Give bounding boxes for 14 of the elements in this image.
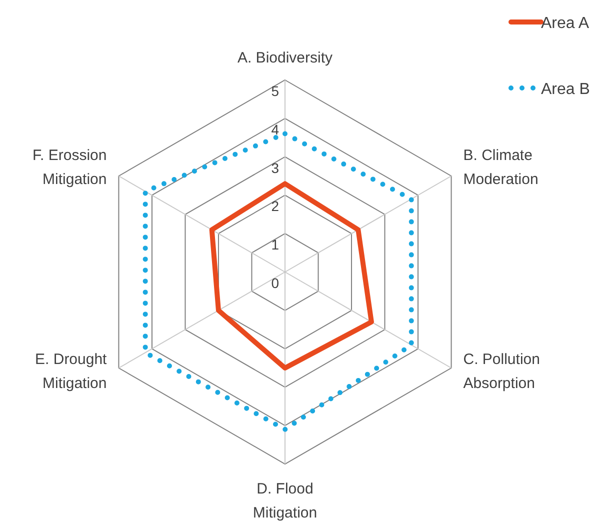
spoke-label: F. Erossion Mitigation xyxy=(32,147,107,188)
spoke-label: D. Flood Mitigation xyxy=(252,480,318,522)
y-tick-label: 0 xyxy=(271,275,280,291)
legend-label: Area A xyxy=(541,15,590,32)
y-tick-label: 2 xyxy=(271,198,280,214)
y-tick-label: 3 xyxy=(271,160,280,176)
spoke-label: B. Climate Moderation xyxy=(463,147,538,188)
spoke-label: C. Pollution Absorption xyxy=(463,350,540,392)
y-tick-label: 1 xyxy=(271,236,280,253)
legend-label: Area B xyxy=(541,81,590,98)
y-tick-label: 4 xyxy=(271,121,280,138)
y-tick-label: 5 xyxy=(271,83,280,99)
spoke-label: E. Drought Mitigation xyxy=(35,350,108,392)
spoke-label: A. Biodiversity xyxy=(237,49,334,66)
